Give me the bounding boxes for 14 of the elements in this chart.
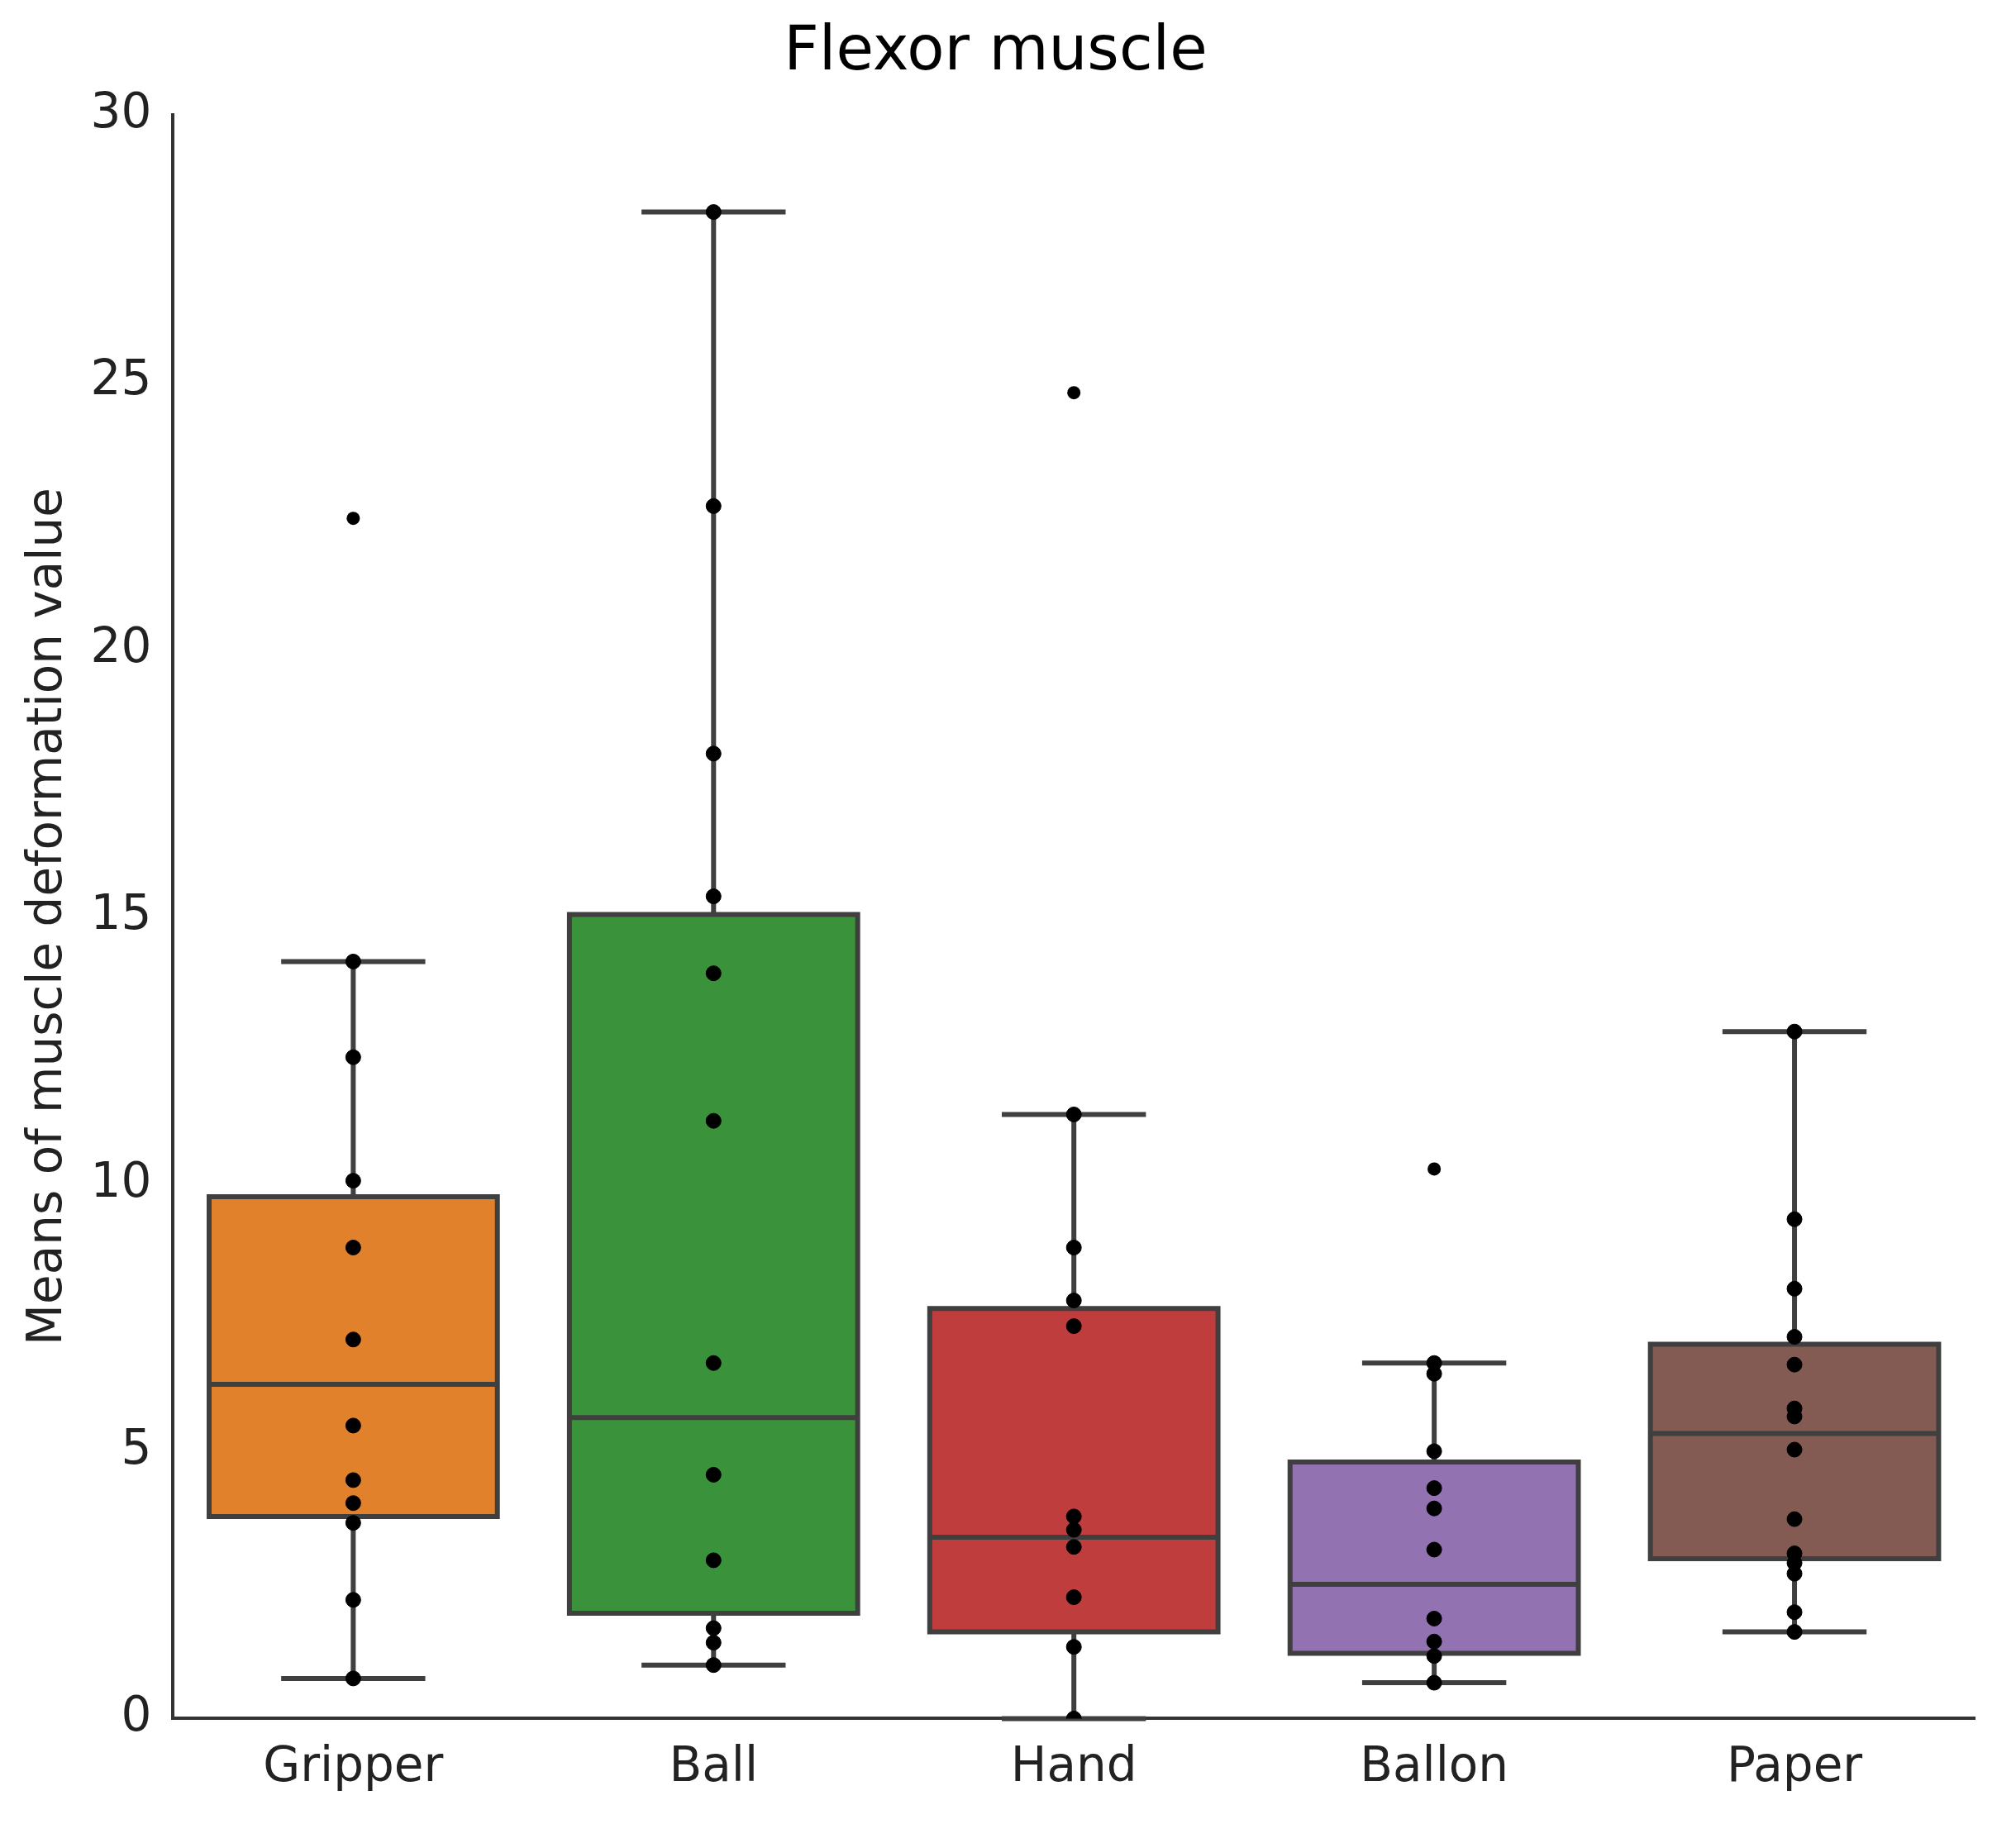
y-tick-label: 10 <box>90 1151 152 1208</box>
x-tick-label: Paper <box>1726 1736 1863 1793</box>
x-tick-label: Gripper <box>263 1736 444 1793</box>
y-tick-label: 25 <box>90 350 152 407</box>
y-tick-label: 0 <box>121 1686 152 1743</box>
x-tick-label: Hand <box>1010 1736 1137 1793</box>
y-tick-label: 5 <box>121 1419 152 1476</box>
x-tick-label: Ballon <box>1360 1736 1509 1793</box>
x-tick-label: Ball <box>669 1736 759 1793</box>
chart-title: Flexor muscle <box>784 12 1208 83</box>
y-axis-title: Means of muscle deformation value <box>16 488 73 1346</box>
y-tick-label: 30 <box>90 82 152 139</box>
y-tick-label: 15 <box>90 884 152 941</box>
y-tick-label: 20 <box>90 617 152 674</box>
